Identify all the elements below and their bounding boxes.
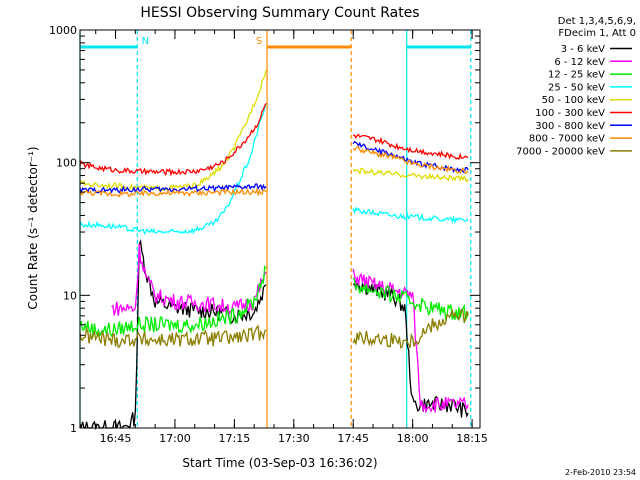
- y-tick-label-1: 10: [63, 289, 77, 302]
- date-stamp: 2-Feb-2010 23:54: [565, 468, 636, 477]
- series-line-7-1: [352, 146, 469, 175]
- marker-label-1: S: [256, 36, 262, 47]
- legend-label-8: 7000 - 20000 keV: [516, 146, 605, 157]
- y-axis: 1 10 100 1000: [49, 24, 480, 435]
- legend-header-1: FDecim 1, Att 0: [558, 28, 636, 39]
- series-line-8-1: [352, 308, 469, 349]
- x-tick-label-4: 17:45: [337, 432, 369, 445]
- plot-frame: [79, 29, 481, 429]
- legend: Det 1,3,4,5,6,9,FDecim 1, Att 0 3 - 6 keV…: [516, 16, 636, 157]
- series-layer: [79, 69, 469, 431]
- series-line-5-0: [79, 102, 267, 177]
- x-axis: 16:45 17:00 17:15 17:30 17:45 18:00 18:15: [95, 30, 488, 445]
- series-line-1-0: [111, 244, 267, 317]
- legend-label-5: 100 - 300 keV: [535, 108, 605, 119]
- x-tick-label-5: 18:00: [397, 432, 429, 445]
- series-line-3-1: [352, 206, 469, 225]
- legend-label-3: 25 - 50 keV: [548, 82, 605, 93]
- series-line-3-0: [79, 103, 267, 236]
- series-line-0-1: [352, 282, 469, 418]
- x-tick-label-3: 17:30: [278, 432, 310, 445]
- legend-label-2: 12 - 25 keV: [548, 70, 605, 81]
- series-line-8-0: [79, 324, 267, 348]
- series-line-4-0: [79, 69, 267, 192]
- legend-label-1: 6 - 12 keV: [554, 57, 605, 68]
- y-tick-label-2: 100: [56, 157, 77, 170]
- x-tick-label-6: 18:15: [456, 432, 488, 445]
- series-line-6-0: [79, 183, 267, 195]
- legend-label-0: 3 - 6 keV: [561, 44, 605, 55]
- legend-header-0: Det 1,3,4,5,6,9,: [558, 16, 636, 27]
- legend-label-4: 50 - 100 keV: [542, 95, 606, 106]
- series-line-4-1: [352, 167, 469, 183]
- legend-label-6: 300 - 800 keV: [535, 121, 605, 132]
- series-line-5-1: [353, 133, 469, 161]
- x-tick-label-2: 17:15: [219, 432, 251, 445]
- series-line-2-0: [79, 265, 267, 338]
- series-line-7-0: [79, 187, 267, 198]
- chart-title: HESSI Observing Summary Count Rates: [140, 5, 419, 21]
- series-line-1-1: [352, 268, 469, 414]
- x-axis-label: Start Time (03-Sep-03 16:36:02): [182, 456, 377, 470]
- x-tick-label-0: 16:45: [100, 432, 132, 445]
- y-tick-label-3: 1000: [49, 24, 77, 37]
- legend-label-7: 800 - 7000 keV: [529, 134, 605, 145]
- series-line-2-1: [352, 277, 469, 322]
- x-tick-label-1: 17:00: [159, 432, 191, 445]
- y-tick-label-0: 1: [70, 422, 77, 435]
- marker-label-0: N: [142, 36, 149, 47]
- y-axis-label: Count Rate (s⁻¹ detector⁻¹): [26, 146, 40, 309]
